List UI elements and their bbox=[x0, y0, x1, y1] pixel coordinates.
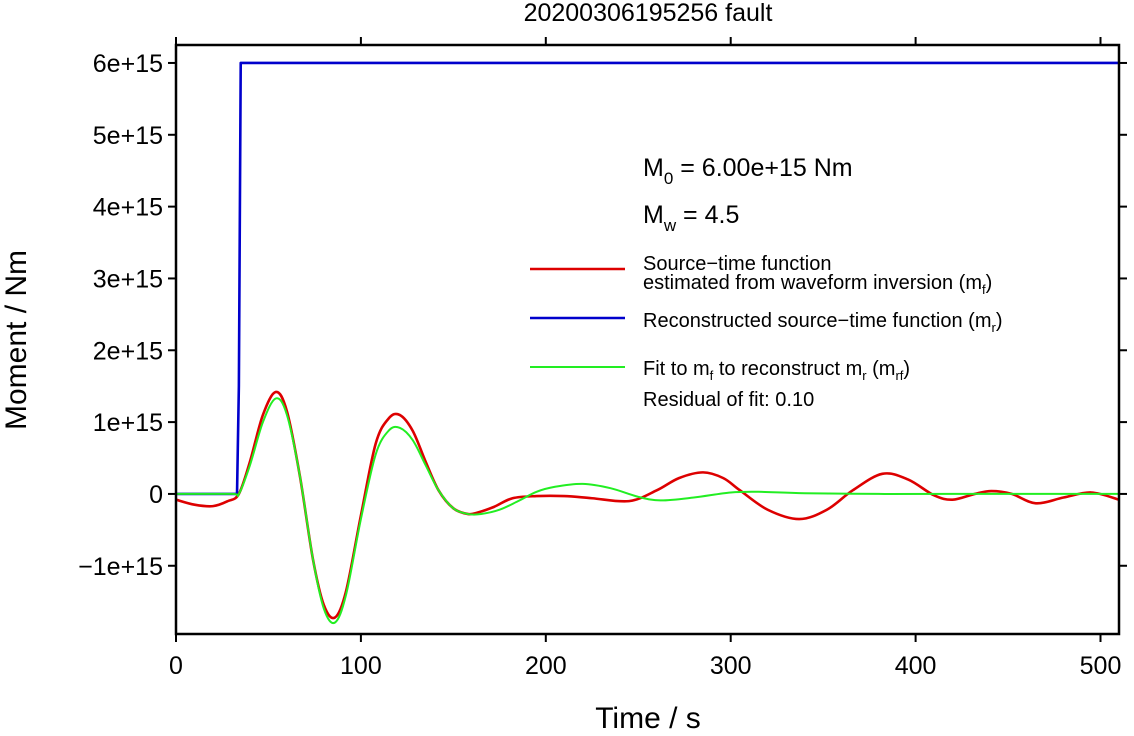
y-tick-label: 3e+15 bbox=[93, 265, 163, 293]
series-layer bbox=[176, 61, 1119, 625]
y-axis-label: Moment / Nm bbox=[0, 250, 33, 430]
y-tick-label: 4e+15 bbox=[93, 194, 163, 222]
x-axis-label: Time / s bbox=[595, 702, 701, 735]
x-tick-label: 0 bbox=[169, 652, 183, 680]
y-tick-label: −1e+15 bbox=[78, 553, 163, 581]
y-tick-label: 2e+15 bbox=[93, 337, 163, 365]
residual-annotation: Residual of fit: 0.10 bbox=[643, 389, 814, 411]
legend-entry-blue: Reconstructed source−time function (mr) bbox=[643, 310, 1003, 335]
plot-frame bbox=[174, 43, 1121, 636]
legend-entry-red-line2: estimated from waveform inversion (mf) bbox=[643, 272, 992, 297]
legend-entry-red-line1: Source−time function bbox=[643, 253, 831, 275]
x-tick-label: 200 bbox=[525, 652, 567, 680]
mw-annotation: Mw = 4.5 bbox=[643, 201, 739, 235]
chart-title: 20200306195256 fault bbox=[524, 0, 773, 27]
ticks-layer: 0 100 200 300 400 500 −1e+15 0 1e+15 2e+15 3e+15 4e… bbox=[78, 37, 1127, 680]
legend-entry-green: Fit to mf to reconstruct mr (mrf) bbox=[643, 358, 910, 383]
m0-annotation: M0 = 6.00e+15 Nm bbox=[643, 154, 853, 188]
x-tick-label: 300 bbox=[710, 652, 752, 680]
y-tick-label: 0 bbox=[149, 481, 163, 509]
legend: Source−time function estimated from wave… bbox=[530, 253, 1003, 411]
y-tick-label: 1e+15 bbox=[93, 409, 163, 437]
y-tick-label: 5e+15 bbox=[93, 122, 163, 150]
x-tick-label: 500 bbox=[1080, 652, 1122, 680]
x-tick-label: 400 bbox=[895, 652, 937, 680]
x-tick-label: 100 bbox=[340, 652, 382, 680]
y-tick-label: 6e+15 bbox=[93, 50, 163, 78]
series-fit-curve bbox=[176, 397, 1119, 625]
